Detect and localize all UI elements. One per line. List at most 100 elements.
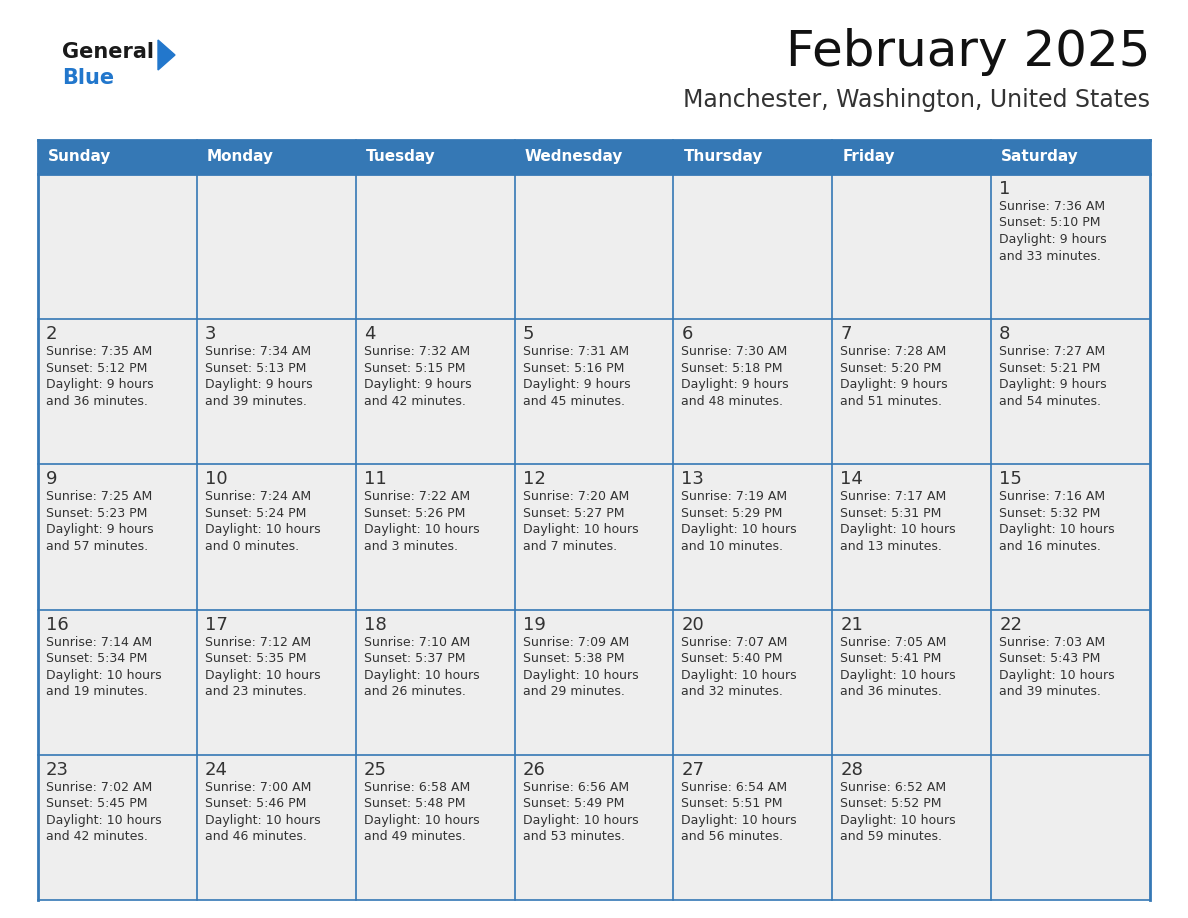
Text: 28: 28	[840, 761, 864, 778]
Text: Saturday: Saturday	[1001, 150, 1079, 164]
Text: Daylight: 9 hours: Daylight: 9 hours	[364, 378, 472, 391]
Text: and 49 minutes.: and 49 minutes.	[364, 830, 466, 844]
Text: and 36 minutes.: and 36 minutes.	[46, 395, 147, 408]
Text: Sunrise: 7:27 AM: Sunrise: 7:27 AM	[999, 345, 1105, 358]
Bar	[38, 755, 197, 900]
Text: 27: 27	[682, 761, 704, 778]
Text: Sunset: 5:23 PM: Sunset: 5:23 PM	[46, 507, 147, 520]
Text: Sunrise: 6:58 AM: Sunrise: 6:58 AM	[364, 781, 470, 794]
Text: 23: 23	[46, 761, 69, 778]
Text: Sunrise: 7:03 AM: Sunrise: 7:03 AM	[999, 635, 1105, 649]
Text: and 39 minutes.: and 39 minutes.	[999, 685, 1101, 698]
Text: Thursday: Thursday	[683, 150, 763, 164]
Bar	[197, 755, 355, 900]
Text: Sunrise: 7:14 AM: Sunrise: 7:14 AM	[46, 635, 152, 649]
Text: Sunrise: 6:56 AM: Sunrise: 6:56 AM	[523, 781, 628, 794]
Text: Sunset: 5:41 PM: Sunset: 5:41 PM	[840, 652, 942, 666]
Text: 11: 11	[364, 470, 386, 488]
Bar	[355, 755, 514, 900]
Text: and 13 minutes.: and 13 minutes.	[840, 540, 942, 553]
Bar	[833, 319, 991, 465]
Bar	[674, 755, 833, 900]
Text: 17: 17	[204, 616, 228, 633]
Text: 25: 25	[364, 761, 387, 778]
Text: 14: 14	[840, 470, 864, 488]
Text: Sunset: 5:21 PM: Sunset: 5:21 PM	[999, 362, 1100, 375]
Text: Friday: Friday	[842, 150, 895, 164]
Text: Sunrise: 7:05 AM: Sunrise: 7:05 AM	[840, 635, 947, 649]
Text: 10: 10	[204, 470, 227, 488]
Text: Sunrise: 7:35 AM: Sunrise: 7:35 AM	[46, 345, 152, 358]
Text: Daylight: 10 hours: Daylight: 10 hours	[364, 668, 479, 681]
Text: 4: 4	[364, 325, 375, 343]
Text: Daylight: 10 hours: Daylight: 10 hours	[999, 668, 1114, 681]
Bar	[355, 140, 514, 174]
Text: Sunrise: 7:31 AM: Sunrise: 7:31 AM	[523, 345, 628, 358]
Bar	[38, 319, 197, 465]
Bar	[833, 610, 991, 755]
Text: and 51 minutes.: and 51 minutes.	[840, 395, 942, 408]
Text: Sunset: 5:51 PM: Sunset: 5:51 PM	[682, 798, 783, 811]
Bar	[355, 319, 514, 465]
Text: Daylight: 9 hours: Daylight: 9 hours	[999, 233, 1107, 246]
Text: 16: 16	[46, 616, 69, 633]
Text: 20: 20	[682, 616, 704, 633]
Text: Daylight: 9 hours: Daylight: 9 hours	[682, 378, 789, 391]
Text: Sunset: 5:32 PM: Sunset: 5:32 PM	[999, 507, 1100, 520]
Text: Sunrise: 7:20 AM: Sunrise: 7:20 AM	[523, 490, 628, 503]
Text: Daylight: 10 hours: Daylight: 10 hours	[523, 668, 638, 681]
Text: Monday: Monday	[207, 150, 274, 164]
Text: Daylight: 10 hours: Daylight: 10 hours	[46, 813, 162, 827]
Text: and 59 minutes.: and 59 minutes.	[840, 830, 942, 844]
Text: 13: 13	[682, 470, 704, 488]
Text: 19: 19	[523, 616, 545, 633]
Text: and 56 minutes.: and 56 minutes.	[682, 830, 783, 844]
Bar	[991, 610, 1150, 755]
Text: Daylight: 10 hours: Daylight: 10 hours	[999, 523, 1114, 536]
Bar	[38, 140, 197, 174]
Text: Daylight: 9 hours: Daylight: 9 hours	[46, 523, 153, 536]
Bar	[514, 755, 674, 900]
Text: Sunset: 5:26 PM: Sunset: 5:26 PM	[364, 507, 465, 520]
Text: and 7 minutes.: and 7 minutes.	[523, 540, 617, 553]
Bar	[514, 174, 674, 319]
Text: 6: 6	[682, 325, 693, 343]
Text: Sunrise: 7:36 AM: Sunrise: 7:36 AM	[999, 200, 1105, 213]
Text: Sunset: 5:35 PM: Sunset: 5:35 PM	[204, 652, 307, 666]
Text: 18: 18	[364, 616, 386, 633]
Text: 2: 2	[46, 325, 57, 343]
Bar	[674, 174, 833, 319]
Text: Sunset: 5:45 PM: Sunset: 5:45 PM	[46, 798, 147, 811]
Text: Daylight: 10 hours: Daylight: 10 hours	[840, 668, 956, 681]
Text: 5: 5	[523, 325, 535, 343]
Text: and 0 minutes.: and 0 minutes.	[204, 540, 299, 553]
Bar	[355, 610, 514, 755]
Text: Sunrise: 7:30 AM: Sunrise: 7:30 AM	[682, 345, 788, 358]
Text: Daylight: 9 hours: Daylight: 9 hours	[46, 378, 153, 391]
Text: Sunset: 5:12 PM: Sunset: 5:12 PM	[46, 362, 147, 375]
Bar	[514, 610, 674, 755]
Text: Daylight: 9 hours: Daylight: 9 hours	[523, 378, 630, 391]
Text: Sunset: 5:38 PM: Sunset: 5:38 PM	[523, 652, 624, 666]
Bar	[197, 319, 355, 465]
Text: Sunset: 5:46 PM: Sunset: 5:46 PM	[204, 798, 307, 811]
Text: and 10 minutes.: and 10 minutes.	[682, 540, 783, 553]
Bar	[355, 465, 514, 610]
Text: Daylight: 10 hours: Daylight: 10 hours	[682, 813, 797, 827]
Text: Sunset: 5:29 PM: Sunset: 5:29 PM	[682, 507, 783, 520]
Text: Sunrise: 7:02 AM: Sunrise: 7:02 AM	[46, 781, 152, 794]
Text: Daylight: 9 hours: Daylight: 9 hours	[840, 378, 948, 391]
Text: Daylight: 10 hours: Daylight: 10 hours	[523, 813, 638, 827]
Bar	[197, 465, 355, 610]
Text: and 36 minutes.: and 36 minutes.	[840, 685, 942, 698]
Text: Daylight: 10 hours: Daylight: 10 hours	[204, 523, 321, 536]
Polygon shape	[158, 40, 175, 70]
Bar	[514, 465, 674, 610]
Bar	[833, 755, 991, 900]
Text: Sunset: 5:49 PM: Sunset: 5:49 PM	[523, 798, 624, 811]
Text: 9: 9	[46, 470, 57, 488]
Text: Sunrise: 7:07 AM: Sunrise: 7:07 AM	[682, 635, 788, 649]
Text: Sunset: 5:48 PM: Sunset: 5:48 PM	[364, 798, 466, 811]
Text: 21: 21	[840, 616, 864, 633]
Text: Daylight: 10 hours: Daylight: 10 hours	[523, 523, 638, 536]
